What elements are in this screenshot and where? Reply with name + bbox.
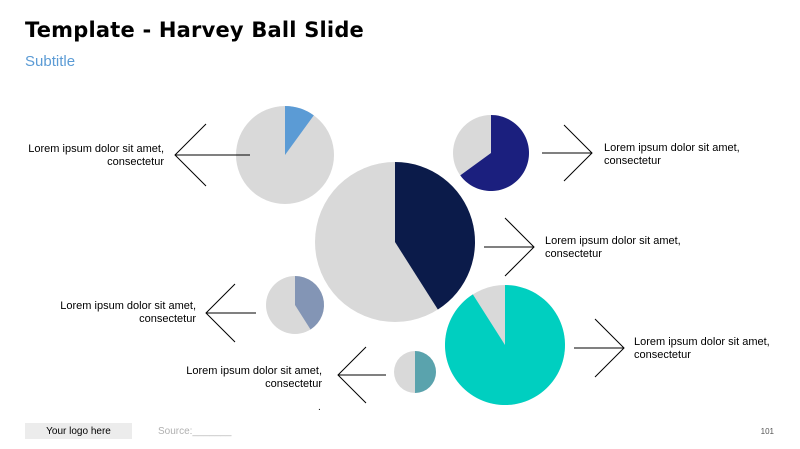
top-right-ball-arrow [542, 124, 593, 182]
stray-dot: . [318, 402, 321, 413]
bottom-right-ball [445, 285, 566, 406]
bottom-left-ball-arrow [337, 346, 386, 404]
label-bottom-right: Lorem ipsum dolor sit amet, consectetur [634, 336, 770, 361]
mid-left-ball-fill [295, 276, 324, 330]
label-top-right: Lorem ipsum dolor sit amet, consectetur [604, 142, 740, 167]
slide-title: Template - Harvey Ball Slide [25, 18, 364, 42]
source-note: Source:_______ [158, 426, 232, 437]
label-mid-left: Lorem ipsum dolor sit amet, consectetur [60, 300, 196, 325]
label-center: Lorem ipsum dolor sit amet, consectetur [545, 235, 681, 260]
label-bottom-left: Lorem ipsum dolor sit amet, consectetur [186, 365, 322, 390]
center-ball-arrow [484, 217, 535, 277]
center-ball [315, 162, 476, 322]
page-number: 101 [760, 427, 774, 436]
bottom-left-ball-fill [415, 351, 436, 393]
top-right-ball-fill [460, 115, 529, 191]
bottom-right-ball-fill [445, 285, 566, 406]
top-left-ball-arrow [174, 123, 250, 187]
bottom-left-ball [394, 351, 436, 393]
logo-placeholder: Your logo here [25, 423, 132, 439]
center-ball-fill [395, 162, 476, 310]
top-left-ball [236, 106, 334, 204]
bottom-right-ball-arrow [574, 318, 625, 378]
top-left-ball-fill [285, 106, 314, 155]
top-right-ball [453, 115, 529, 191]
mid-left-ball [266, 276, 324, 334]
mid-left-ball-arrow [205, 283, 256, 343]
label-top-left: Lorem ipsum dolor sit amet, consectetur [28, 143, 164, 168]
slide-subtitle: Subtitle [25, 53, 76, 70]
